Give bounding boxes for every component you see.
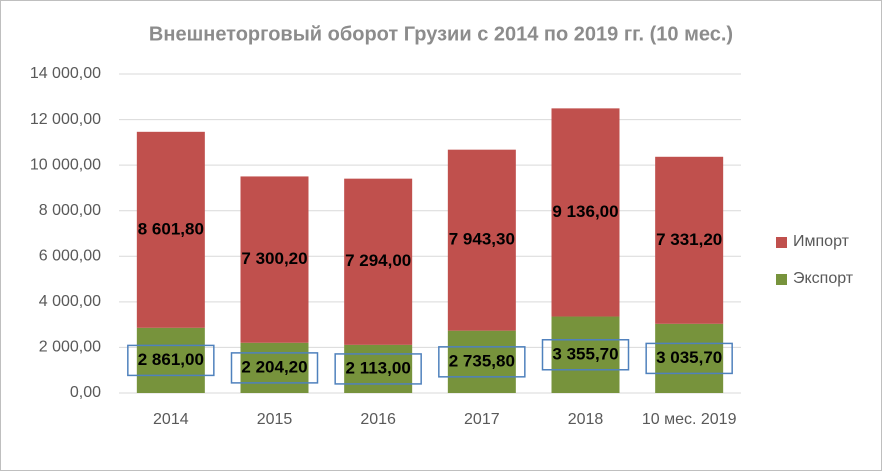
legend-label: Импорт [793,233,850,250]
label-box [230,352,319,384]
label-box [541,339,630,371]
legend-swatch [776,274,787,285]
data-label: 7 294,00 [345,251,411,270]
data-label: 3 355,70 [552,344,618,363]
data-label: 2 861,00 [138,350,204,369]
bar-segment [136,327,205,393]
data-label: 2 113,00 [346,358,411,377]
y-tick-label: 8 000,00 [39,202,101,219]
data-label: 7 943,30 [449,230,515,249]
x-tick-label: 10 мес. 2019 [641,411,737,428]
legend-label: Экспорт [793,270,854,287]
bar-segment [240,342,309,393]
bar-segment [136,131,205,328]
bar-segment [344,344,413,393]
y-tick-label: 0,00 [70,384,101,401]
bar-segment [551,108,620,317]
legend-swatch [776,237,787,248]
data-label: 7 300,20 [241,249,307,268]
bar-segment [551,316,620,393]
bar-segment [344,178,413,345]
bar-segment [447,149,516,331]
data-label: 9 136,00 [552,202,618,221]
chart-title: Внешнеторговый оборот Грузии с 2014 по 2… [149,23,733,45]
x-tick-label: 2016 [360,411,396,428]
data-label: 3 035,70 [656,348,722,367]
y-tick-label: 10 000,00 [30,156,101,173]
data-label: 2 204,20 [241,357,307,376]
bar-segment [655,323,724,393]
x-tick-label: 2017 [464,411,500,428]
bar-segment [447,330,516,393]
label-box [645,342,733,375]
label-box [334,353,422,385]
y-tick-label: 6 000,00 [39,248,101,265]
x-tick-label: 2018 [567,411,604,428]
data-label: 2 735,80 [449,351,515,370]
x-tick-label: 2014 [153,411,189,428]
y-tick-label: 12 000,00 [30,111,101,128]
y-tick-label: 2 000,00 [39,339,101,356]
label-box [127,344,215,377]
y-tick-label: 14 000,00 [30,65,101,82]
x-tick-label: 2015 [256,411,293,428]
data-label: 8 601,80 [138,219,204,238]
data-label: 7 331,20 [656,230,722,249]
label-box [438,346,526,378]
bar-segment [655,156,724,324]
bar-segment [240,176,309,343]
y-tick-label: 4 000,00 [39,293,101,310]
